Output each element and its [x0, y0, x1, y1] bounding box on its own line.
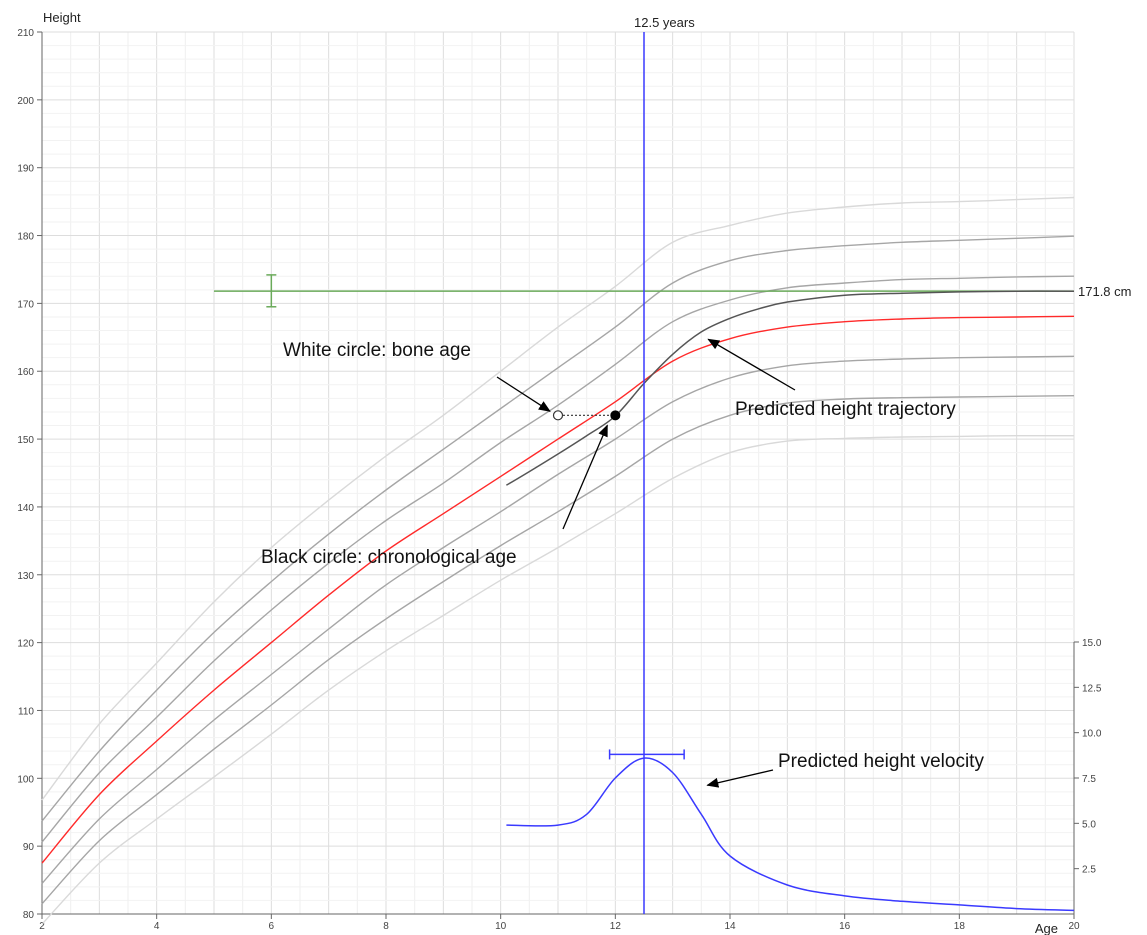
axes: 8090100110120130140150160170180190200210… — [17, 10, 1102, 935]
annotation-bone-age: White circle: bone age — [283, 340, 471, 361]
y-tick-label: 110 — [18, 706, 34, 717]
predicted-height-line — [506, 290, 1075, 486]
x-tick-label: 8 — [383, 921, 389, 932]
annotation-bone-age-arrow — [496, 376, 551, 412]
x-tick-label: 12 — [610, 921, 622, 932]
annotation-chronological-age: Black circle: chronological age — [261, 547, 517, 568]
y2-tick-label: 12.5 — [1082, 683, 1102, 694]
x-tick-label: 10 — [495, 921, 507, 932]
y-tick-label: 140 — [17, 503, 34, 514]
y-tick-label: 90 — [23, 842, 35, 853]
y-tick-label: 210 — [17, 28, 34, 39]
prediction-series: 171.8 cm 12.5 years — [214, 15, 1131, 914]
y2-tick-label: 5.0 — [1082, 819, 1096, 830]
y-tick-label: 120 — [17, 639, 34, 650]
x-tick-label: 4 — [154, 921, 160, 932]
y2-tick-label: 10.0 — [1082, 729, 1102, 740]
y-tick-label: 130 — [17, 571, 34, 582]
peak-age-label: 12.5 years — [634, 15, 695, 30]
y-tick-label: 170 — [17, 299, 34, 310]
annotation-chronological-age-arrow — [562, 424, 608, 530]
y-tick-label: 100 — [17, 774, 34, 785]
annotation-predicted-trajectory-arrow — [707, 338, 796, 391]
x-tick-label: 18 — [954, 921, 966, 932]
y2-tick-label: 15.0 — [1082, 638, 1102, 649]
x-tick-label: 6 — [269, 921, 275, 932]
y-axis-title: Height — [43, 10, 81, 25]
bone-age-point — [552, 410, 564, 421]
target-height-label: 171.8 cm — [1078, 284, 1131, 299]
y-tick-label: 190 — [17, 164, 34, 175]
x-tick-label: 20 — [1068, 921, 1080, 932]
annotations: White circle: bone age Black circle: chro… — [261, 338, 984, 788]
annotation-predicted-velocity-arrow — [706, 769, 774, 788]
annotation-predicted-velocity: Predicted height velocity — [778, 751, 984, 772]
percentile-curve-3 — [41, 275, 1075, 843]
percentile-curve-6 — [41, 395, 1075, 905]
grid — [41, 31, 1075, 915]
predicted-velocity-line — [506, 757, 1075, 912]
x-tick-label: 16 — [839, 921, 851, 932]
y-tick-label: 180 — [17, 232, 34, 243]
chronological-age-point — [610, 410, 621, 421]
annotation-predicted-trajectory: Predicted height trajectory — [735, 399, 956, 420]
x-tick-label: 2 — [39, 921, 45, 932]
percentile-curve-7 — [41, 434, 1075, 925]
percentile-curve-1 — [41, 196, 1075, 801]
y-tick-label: 200 — [17, 96, 34, 107]
y-tick-label: 150 — [17, 435, 34, 446]
y-tick-label: 160 — [17, 367, 34, 378]
y-tick-label: 80 — [23, 910, 35, 921]
x-tick-label: 14 — [724, 921, 736, 932]
percentile-curve-4 — [41, 315, 1075, 864]
percentile-curves — [41, 196, 1075, 925]
x-axis-title: Age — [1035, 921, 1058, 935]
y2-tick-label: 2.5 — [1082, 865, 1096, 876]
percentile-curve-5 — [41, 355, 1075, 884]
y2-tick-label: 7.5 — [1082, 774, 1096, 785]
percentile-curve-2 — [41, 235, 1075, 822]
